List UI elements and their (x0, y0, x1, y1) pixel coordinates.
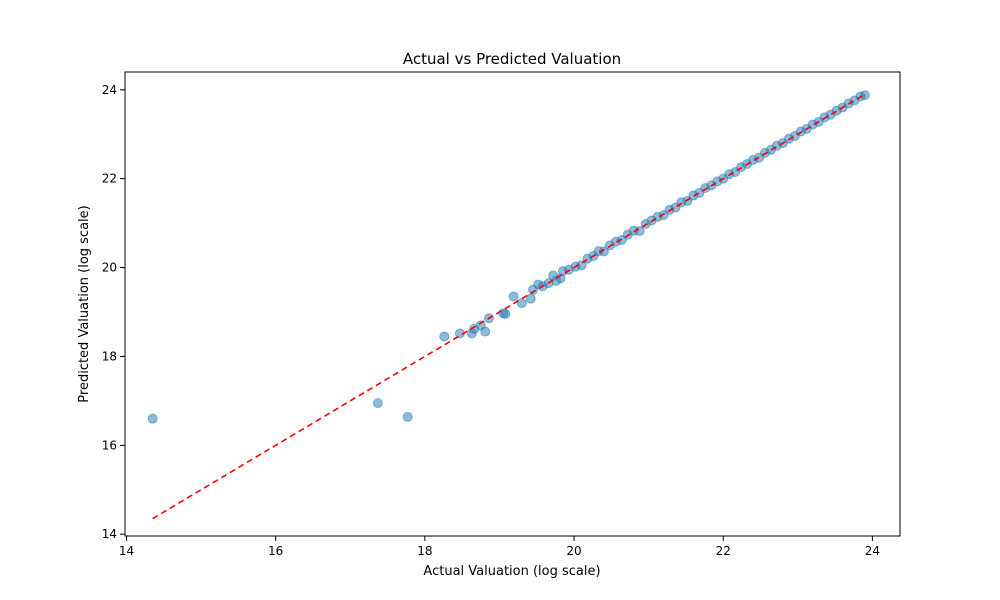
scatter-point (500, 308, 511, 319)
x-axis-label: Actual Valuation (log scale) (423, 564, 600, 579)
scatter-point (525, 293, 536, 304)
plot-frame (124, 71, 901, 537)
chart-title: Actual vs Predicted Valuation (403, 50, 621, 68)
reference-line (152, 93, 866, 520)
scatter-point (402, 411, 413, 422)
y-axis-label: Predicted Valuation (log scale) (77, 205, 92, 402)
axis-ticks: 14 16 18 20 22 24 14 16 18 20 22 24 (102, 83, 880, 558)
x-tick-label: 22 (716, 544, 731, 558)
scatter-point (372, 398, 383, 409)
y-tick-label: 22 (102, 172, 117, 186)
y-tick-label: 20 (102, 261, 117, 275)
scatter-point (480, 326, 491, 337)
y-tick-label: 16 (102, 438, 117, 452)
x-tick-label: 18 (417, 544, 432, 558)
x-tick-label: 14 (119, 544, 134, 558)
x-tick-label: 20 (566, 544, 581, 558)
scatter-point (147, 413, 158, 424)
y-tick-label: 14 (102, 527, 117, 541)
y-tick-label: 18 (102, 349, 117, 363)
plot-area (147, 90, 870, 520)
scatter-point (439, 331, 450, 342)
scatter-point (516, 298, 527, 309)
scatter-point (508, 291, 519, 302)
x-tick-label: 16 (268, 544, 283, 558)
y-tick-label: 24 (102, 83, 117, 97)
scatter-point (859, 90, 870, 101)
x-tick-label: 24 (865, 544, 880, 558)
